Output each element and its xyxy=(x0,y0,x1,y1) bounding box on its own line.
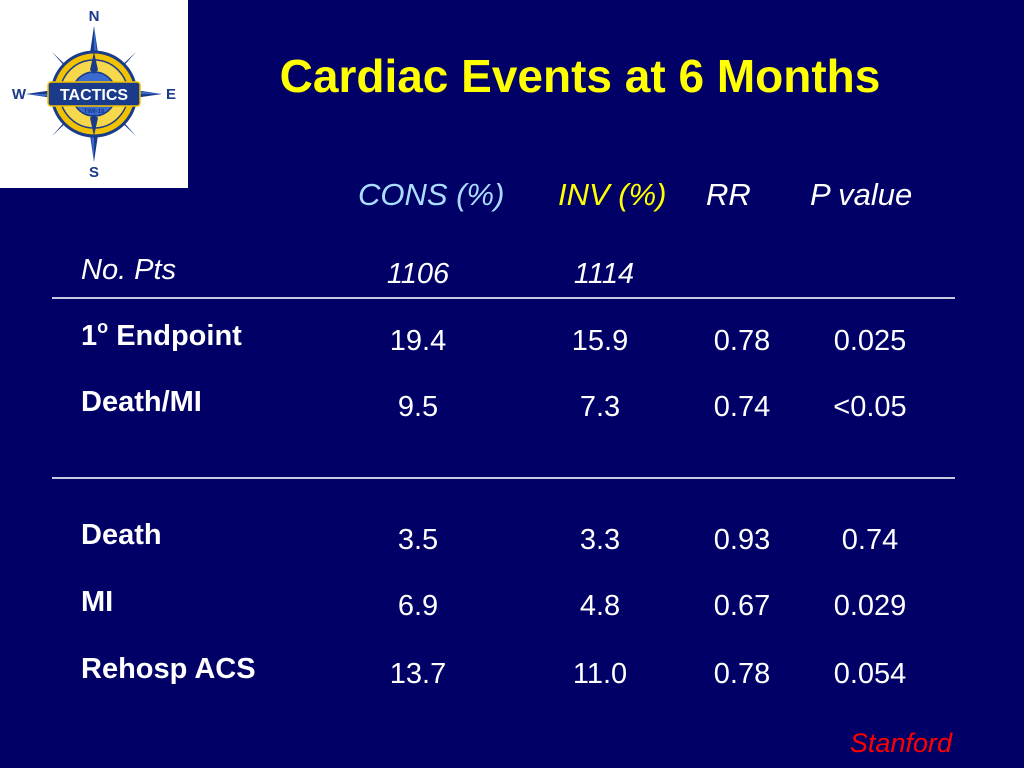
table-divider xyxy=(52,477,955,479)
cell-mi-cons: 6.9 xyxy=(397,590,439,622)
cell-pts-inv: 1114 xyxy=(573,258,635,290)
compass-rose-icon: TACTICS TIMI-18 N S W E xyxy=(12,8,176,181)
compass-west: W xyxy=(12,86,27,103)
cell-endpoint-rr: 0.78 xyxy=(713,325,771,357)
cell-rehosp-cons: 13.7 xyxy=(389,658,447,690)
cell-death-mi-cons: 9.5 xyxy=(397,391,439,423)
endpoint-rest: Endpoint xyxy=(108,320,242,352)
cell-death-mi-inv: 7.3 xyxy=(579,391,621,423)
compass-east: E xyxy=(166,86,176,103)
header-p-value: P value xyxy=(810,177,913,212)
row-label-death-mi: Death/MI xyxy=(81,386,202,418)
cell-death-cons: 3.5 xyxy=(397,524,439,556)
footer-credit: Stanford xyxy=(849,728,952,758)
cell-death-rr: 0.93 xyxy=(713,524,771,556)
row-label-death: Death xyxy=(81,519,162,551)
header-inv: INV (%) xyxy=(558,177,667,212)
cell-mi-inv: 4.8 xyxy=(579,590,621,622)
logo-text: TACTICS xyxy=(60,87,128,104)
endpoint-base: 1 xyxy=(81,320,98,352)
table-divider xyxy=(52,297,955,299)
header-cons: CONS (%) xyxy=(358,177,505,212)
row-label-rehosp-acs: Rehosp ACS xyxy=(81,653,256,685)
cell-endpoint-cons: 19.4 xyxy=(389,325,447,357)
cell-endpoint-inv: 15.9 xyxy=(571,325,629,357)
cell-rehosp-inv: 11.0 xyxy=(572,658,628,690)
header-rr: RR xyxy=(706,177,751,212)
row-label-no-pts: No. Pts xyxy=(81,254,177,286)
cell-death-inv: 3.3 xyxy=(579,524,621,556)
endpoint-sup: o xyxy=(97,317,109,337)
row-label-endpoint: 1o Endpoint xyxy=(81,318,242,354)
cell-mi-rr: 0.67 xyxy=(713,590,771,622)
cell-mi-p: 0.029 xyxy=(833,590,907,622)
compass-south: S xyxy=(89,164,99,181)
cell-death-mi-p: <0.05 xyxy=(833,391,907,423)
logo-subtext: TIMI-18 xyxy=(84,109,105,115)
row-label-mi: MI xyxy=(81,586,114,618)
cell-pts-cons: 1106 xyxy=(386,258,450,290)
compass-north: N xyxy=(89,8,100,25)
cell-death-mi-rr: 0.74 xyxy=(713,391,771,423)
page-title: Cardiac Events at 6 Months xyxy=(279,50,881,102)
tactics-logo: TACTICS TIMI-18 N S W E xyxy=(0,0,188,188)
cell-death-p: 0.74 xyxy=(841,524,899,556)
cell-rehosp-rr: 0.78 xyxy=(713,658,771,690)
cell-endpoint-p: 0.025 xyxy=(833,325,907,357)
cell-rehosp-p: 0.054 xyxy=(833,658,907,690)
